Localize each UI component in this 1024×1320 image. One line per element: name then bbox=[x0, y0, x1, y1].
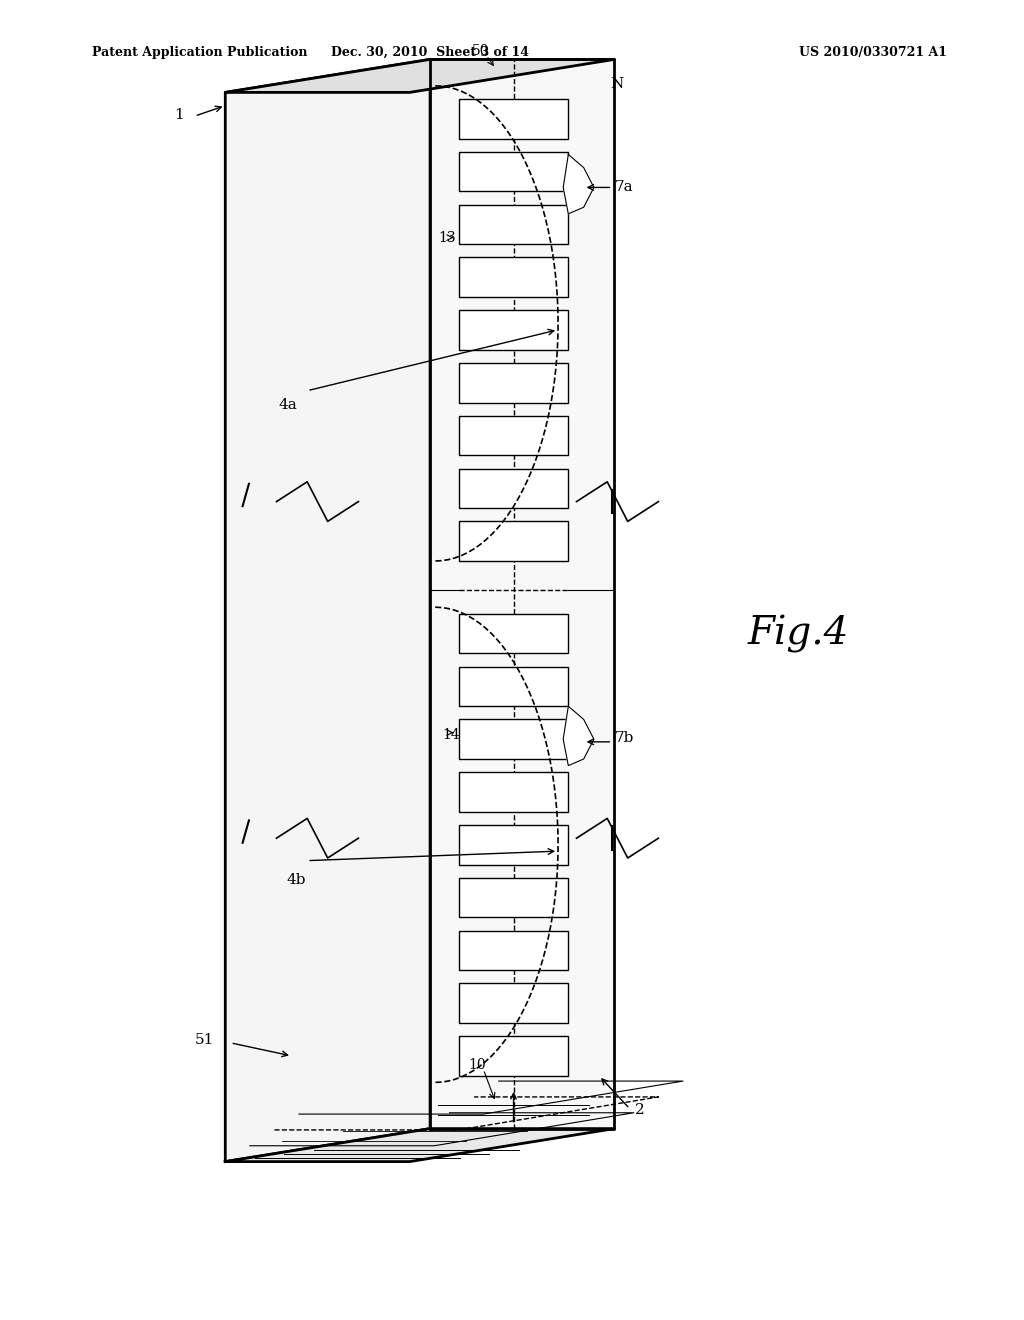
Bar bbox=[459, 469, 568, 508]
Bar bbox=[459, 1036, 568, 1076]
Bar bbox=[459, 614, 568, 653]
Text: 4b: 4b bbox=[287, 874, 306, 887]
Bar bbox=[459, 99, 568, 139]
Text: N: N bbox=[610, 78, 624, 91]
Text: 10: 10 bbox=[468, 1059, 485, 1072]
Polygon shape bbox=[563, 706, 594, 766]
Bar bbox=[459, 521, 568, 561]
Bar bbox=[459, 257, 568, 297]
Bar bbox=[459, 931, 568, 970]
Text: 13: 13 bbox=[438, 231, 456, 244]
Polygon shape bbox=[225, 59, 430, 1162]
Bar bbox=[459, 363, 568, 403]
Text: 1: 1 bbox=[174, 108, 184, 121]
Bar bbox=[459, 719, 568, 759]
Polygon shape bbox=[225, 59, 614, 92]
Bar bbox=[459, 416, 568, 455]
Bar bbox=[459, 983, 568, 1023]
Bar bbox=[459, 205, 568, 244]
Bar bbox=[459, 667, 568, 706]
Text: 7b: 7b bbox=[614, 731, 634, 744]
Polygon shape bbox=[225, 1129, 614, 1162]
Bar bbox=[459, 825, 568, 865]
Text: 7a: 7a bbox=[614, 181, 633, 194]
Text: US 2010/0330721 A1: US 2010/0330721 A1 bbox=[799, 46, 947, 59]
Text: Patent Application Publication: Patent Application Publication bbox=[92, 46, 307, 59]
Text: 50: 50 bbox=[472, 45, 489, 58]
Text: 4a: 4a bbox=[279, 399, 297, 412]
Text: 51: 51 bbox=[195, 1034, 214, 1047]
Bar bbox=[459, 310, 568, 350]
Text: Fig.4: Fig.4 bbox=[748, 615, 849, 652]
Text: 2: 2 bbox=[635, 1104, 645, 1117]
Text: Dec. 30, 2010  Sheet 3 of 14: Dec. 30, 2010 Sheet 3 of 14 bbox=[331, 46, 529, 59]
Polygon shape bbox=[563, 154, 594, 214]
Bar bbox=[459, 878, 568, 917]
Bar bbox=[459, 152, 568, 191]
Bar bbox=[459, 772, 568, 812]
Polygon shape bbox=[430, 59, 614, 1129]
Text: 14: 14 bbox=[442, 729, 460, 742]
